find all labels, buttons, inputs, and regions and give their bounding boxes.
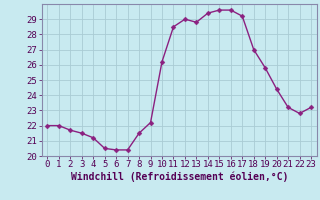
X-axis label: Windchill (Refroidissement éolien,°C): Windchill (Refroidissement éolien,°C)	[70, 172, 288, 182]
